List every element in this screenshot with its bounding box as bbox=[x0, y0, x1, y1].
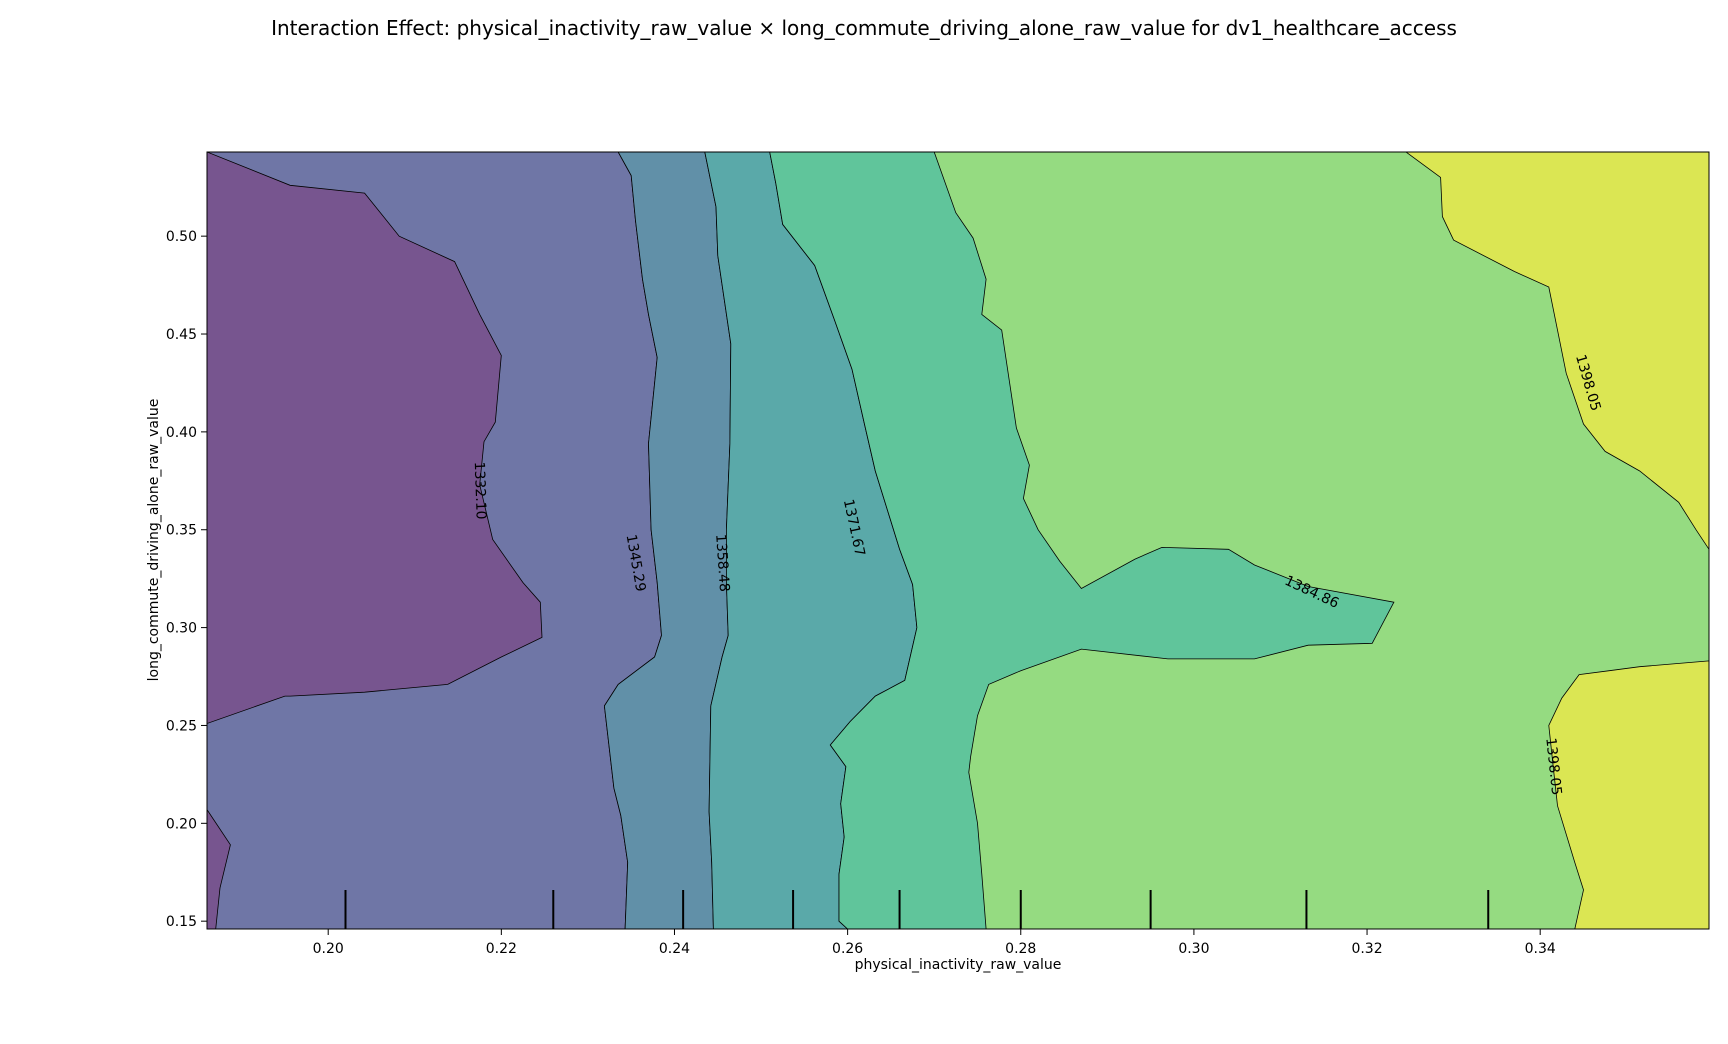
y-tick-label: 0.25 bbox=[166, 718, 197, 734]
contour-band-0 bbox=[207, 808, 231, 929]
x-tick-label: 0.20 bbox=[313, 941, 344, 957]
x-axis: 0.20 0.22 0.24 0.26 0.28 0.30 0.32 0.34 bbox=[313, 929, 1556, 957]
y-tick-label: 0.40 bbox=[166, 425, 197, 441]
y-axis: 0.15 0.20 0.25 0.30 0.35 0.40 0.45 0.50 bbox=[166, 229, 207, 930]
x-tick-label: 0.34 bbox=[1525, 941, 1556, 957]
x-tick-label: 0.22 bbox=[486, 941, 517, 957]
y-tick-label: 0.20 bbox=[166, 816, 197, 832]
contour-band-0 bbox=[207, 152, 543, 724]
contour-band-6 bbox=[1548, 660, 1709, 929]
y-tick-label: 0.45 bbox=[166, 327, 197, 343]
contour-label: 1332.10 bbox=[471, 461, 489, 519]
y-tick-label: 0.35 bbox=[166, 523, 197, 539]
y-tick-label: 0.15 bbox=[166, 914, 197, 930]
x-tick-label: 0.28 bbox=[1005, 941, 1036, 957]
x-tick-label: 0.26 bbox=[832, 941, 863, 957]
contour-band-4 bbox=[769, 152, 1395, 929]
y-axis-label: long_commute_driving_alone_raw_value bbox=[146, 399, 162, 682]
chart-title: Interaction Effect: physical_inactivity_… bbox=[271, 16, 1457, 40]
y-tick-label: 0.30 bbox=[166, 621, 197, 637]
contour-band-6 bbox=[1405, 152, 1709, 551]
contour-label: 1358.48 bbox=[712, 534, 732, 593]
x-tick-label: 0.32 bbox=[1351, 941, 1382, 957]
plot-frame bbox=[206, 151, 1710, 930]
x-tick-label: 0.24 bbox=[659, 941, 690, 957]
contour-label: 1398.05 bbox=[1542, 737, 1564, 796]
x-axis-label: physical_inactivity_raw_value bbox=[855, 957, 1062, 973]
x-tick-label: 0.30 bbox=[1178, 941, 1209, 957]
y-tick-label: 0.50 bbox=[166, 229, 197, 245]
